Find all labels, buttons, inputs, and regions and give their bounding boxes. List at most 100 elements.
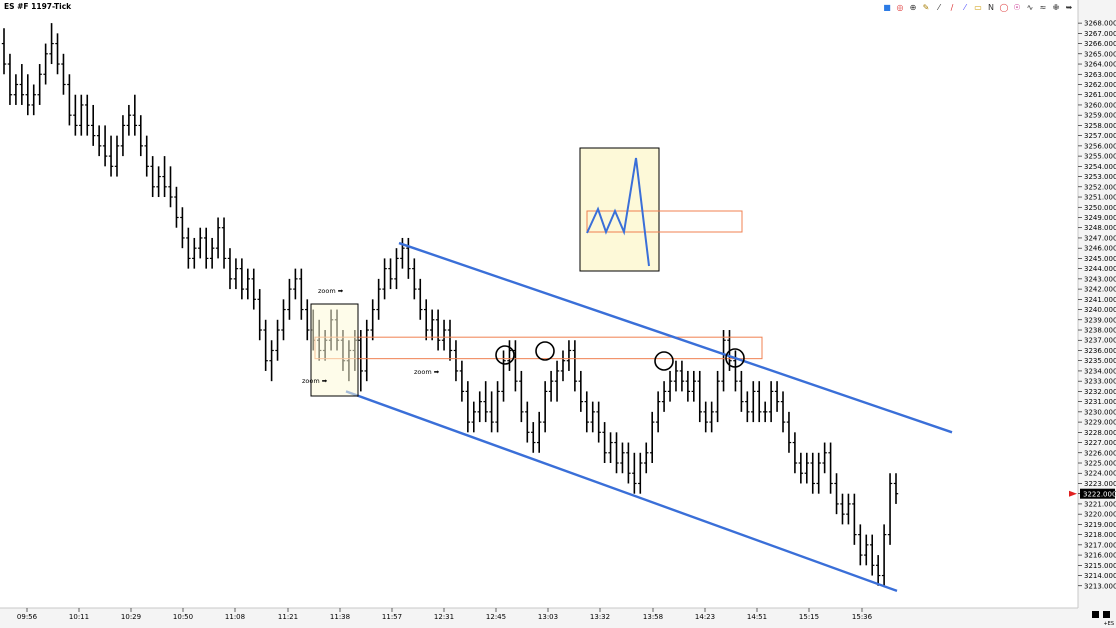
ohlc-bar	[673, 360, 679, 392]
ohlc-bar	[388, 258, 393, 290]
ohlc-bar	[620, 442, 625, 474]
last-price-badge	[1080, 488, 1115, 499]
price-tick-label: 3268.000	[1084, 20, 1116, 28]
zoom-inset-line	[586, 157, 650, 267]
price-tick-label: 3246.000	[1084, 245, 1116, 253]
ohlc-bar	[453, 340, 459, 382]
ohlc-bar	[804, 452, 809, 484]
price-tick-label: 3214.000	[1084, 572, 1116, 580]
ohlc-bar	[144, 135, 149, 177]
drawing-toolbar: ■ ◎ ⊕ ✎ ⁄ ∕ ⁄ ▭ N ◯ ☉ ∿ ≈ ✙ ➥	[882, 2, 1074, 13]
price-tick-label: 3242.000	[1084, 286, 1116, 294]
ohlc-bar	[792, 432, 798, 474]
ohlc-bar	[275, 319, 280, 361]
ohlc-bar	[7, 53, 13, 105]
ohlc-bar	[418, 278, 423, 320]
ohlc-bar	[715, 370, 720, 423]
time-tick-label: 13:03	[538, 613, 558, 621]
pencil-icon[interactable]: ✎	[922, 2, 930, 12]
line-icon[interactable]: ⁄	[938, 2, 940, 12]
ohlc-bar	[233, 258, 239, 290]
ohlc-bar	[174, 186, 179, 228]
ohlc-bar	[852, 493, 857, 545]
ohlc-bar	[768, 381, 774, 423]
pointer-icon[interactable]: ➥	[1065, 2, 1073, 12]
ohlc-bar	[822, 442, 827, 474]
time-tick-label: 10:29	[121, 613, 141, 621]
time-ticks: 09:56 10:11 10:29 10:50 11:08 11:21 11:38 11:57…	[17, 608, 873, 621]
ohlc-bar	[560, 350, 566, 382]
ohlc-bar	[287, 278, 292, 320]
price-tick-label: 3254.000	[1084, 163, 1116, 171]
ohlc-bar	[465, 381, 471, 433]
ohlc-bar	[108, 135, 114, 177]
price-tick-label: 3260.000	[1084, 101, 1116, 109]
scroll-left-button[interactable]	[1092, 611, 1099, 618]
ohlc-bar	[507, 340, 512, 371]
price-tick-label: 3233.000	[1084, 378, 1116, 386]
price-tick-label: 3266.000	[1084, 40, 1116, 48]
ohlc-bar	[471, 401, 476, 433]
ohlc-bar	[209, 237, 215, 269]
price-tick-label: 3216.000	[1084, 552, 1116, 560]
scroll-right-button[interactable]	[1103, 611, 1110, 618]
ohlc-bar	[697, 370, 702, 423]
ohlc-bar	[406, 237, 411, 279]
ohlc-bar	[102, 125, 108, 167]
price-tick-label: 3245.000	[1084, 255, 1116, 263]
zigzag-icon[interactable]: ∿	[1026, 2, 1034, 12]
price-tick-label: 3229.000	[1084, 419, 1116, 427]
marker-icon[interactable]: ✙	[1052, 2, 1060, 12]
crosshair-icon[interactable]: ⊕	[909, 2, 917, 12]
nav-buttons[interactable]	[1092, 611, 1110, 618]
price-tick-label: 3261.000	[1084, 91, 1116, 99]
circle-marker	[725, 348, 745, 368]
ohlc-bar	[762, 401, 768, 423]
price-tick-label: 3221.000	[1084, 500, 1116, 508]
time-tick-label: 13:58	[643, 613, 663, 621]
candles-icon[interactable]: ■	[883, 2, 891, 12]
price-tick-label: 3243.000	[1084, 275, 1116, 283]
curve-icon[interactable]: ≈	[1039, 2, 1047, 12]
ohlc-bar	[816, 452, 821, 494]
ohlc-bar	[596, 401, 601, 443]
price-tick-label: 3263.000	[1084, 71, 1116, 79]
ohlc-bar	[578, 370, 584, 412]
price-tick-label: 3252.000	[1084, 183, 1116, 191]
target-icon[interactable]: ◎	[896, 2, 904, 12]
ohlc-bar	[245, 268, 251, 300]
ohlc-bar	[542, 381, 548, 433]
annotations: zoom ➡ zoom ➡ zoom ➡	[302, 147, 745, 397]
n-icon[interactable]: N	[988, 2, 994, 12]
time-tick-label: 15:36	[852, 613, 873, 621]
globe-icon[interactable]: ☉	[1013, 2, 1021, 12]
ray-icon[interactable]: ∕	[950, 2, 954, 12]
price-tick-label: 3241.000	[1084, 296, 1116, 304]
ohlc-bar	[435, 309, 441, 351]
ohlc-bars	[1, 23, 899, 586]
ohlc-bar	[709, 401, 714, 433]
price-tick-label: 3230.000	[1084, 408, 1116, 416]
time-tick-label: 12:45	[486, 613, 506, 621]
ohlc-bar	[798, 452, 804, 484]
ellipse-icon[interactable]: ◯	[999, 2, 1009, 12]
price-tick-label: 3258.000	[1084, 122, 1116, 130]
ohlc-bar	[745, 391, 750, 423]
ohlc-bar	[162, 156, 167, 198]
ohlc-bar	[305, 299, 310, 341]
ohlc-bar	[703, 401, 708, 433]
time-tick-label: 14:23	[695, 613, 715, 621]
ohlc-bar	[602, 422, 607, 464]
ohlc-bar	[870, 534, 875, 576]
channel-icon[interactable]: ⁄	[964, 2, 966, 12]
ohlc-bar	[269, 340, 274, 382]
ohlc-bar	[257, 289, 262, 341]
last-price-label: 3222.000	[1083, 491, 1116, 499]
rectangle-icon[interactable]: ▭	[974, 2, 982, 12]
ohlc-bar	[614, 432, 619, 474]
price-tick-label: 3244.000	[1084, 265, 1116, 273]
ohlc-bar	[96, 125, 102, 157]
ohlc-bar	[281, 299, 286, 341]
ohlc-bar	[156, 166, 161, 198]
